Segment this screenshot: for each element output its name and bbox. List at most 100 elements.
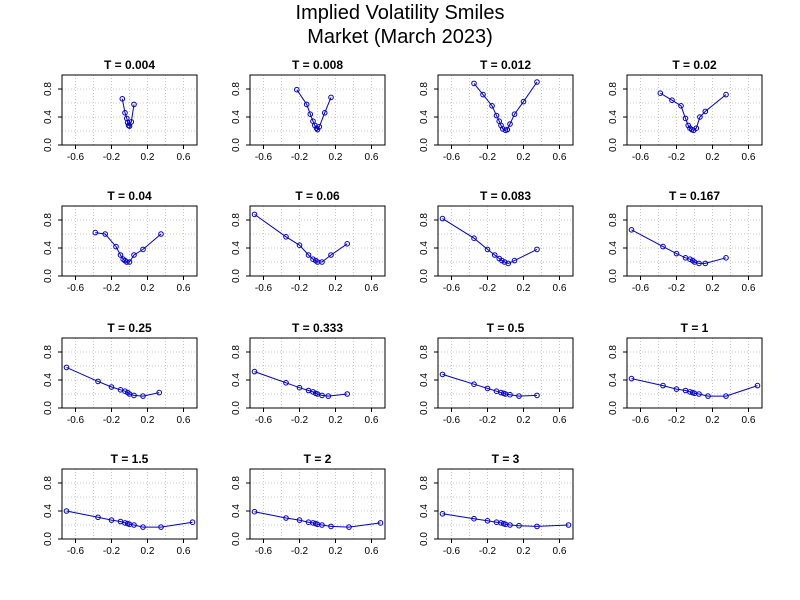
smile-panel: T = 0.083 -0.6 -0.2 0.2 0.6 0.0 0.4 0.8 — [419, 189, 574, 294]
y-tick-label: 0.4 — [231, 241, 242, 255]
smile-point — [534, 246, 540, 253]
x-tick-label: -0.2 — [668, 283, 686, 294]
x-tick-label: 0.2 — [517, 546, 531, 557]
smile-point — [102, 231, 108, 237]
smile-point — [122, 110, 128, 116]
x-tick-label: -0.6 — [443, 283, 461, 294]
panel-title: T = 0.008 — [292, 58, 343, 72]
smile-point — [140, 393, 146, 399]
smile-point — [296, 384, 303, 391]
smile-point — [316, 124, 323, 130]
y-tick-label: 0.0 — [419, 138, 430, 152]
smile-panel: T = 0.012 -0.6 -0.2 0.2 0.6 0.0 0.4 0.8 — [419, 58, 574, 163]
smile-point — [480, 91, 486, 98]
smile-point — [319, 522, 325, 528]
panel-title: T = 0.012 — [480, 58, 531, 72]
y-tick-label: 0.4 — [419, 373, 430, 387]
smile-point — [516, 522, 522, 529]
y-tick-label: 0.8 — [419, 213, 430, 227]
y-tick-label: 0.0 — [419, 269, 430, 283]
x-tick-label: 0.6 — [177, 152, 191, 163]
smile-point — [328, 94, 334, 101]
smile-panel: T = 2 -0.6 -0.2 0.2 0.6 0.0 0.4 0.8 — [231, 452, 386, 557]
smile-point — [310, 389, 316, 395]
smile-point — [63, 364, 70, 371]
chart-title: Implied Volatility Smiles — [295, 2, 505, 24]
smile-point — [471, 235, 477, 241]
smile-line — [442, 218, 538, 264]
panel-title: T = 1.5 — [111, 452, 149, 466]
x-tick-label: -0.6 — [443, 415, 461, 426]
smile-point — [673, 250, 680, 257]
smile-point — [511, 111, 518, 117]
panel-frame — [61, 468, 198, 540]
smile-line — [442, 373, 538, 397]
smile-point — [439, 215, 446, 222]
smile-point — [723, 393, 729, 399]
y-tick-label: 0.8 — [419, 345, 430, 359]
panel-frame — [626, 337, 763, 409]
x-tick-label: -0.6 — [255, 283, 273, 294]
smile-point — [697, 114, 703, 120]
smile-point — [303, 101, 310, 108]
x-tick-label: 0.6 — [553, 546, 567, 557]
smile-point — [507, 121, 513, 127]
smile-point — [660, 243, 666, 250]
smile-point — [696, 260, 702, 267]
smile-panel: T = 1 -0.6 -0.2 0.2 0.6 0.0 0.4 0.8 — [608, 321, 763, 426]
panel-frame — [437, 74, 574, 146]
x-tick-label: 0.6 — [553, 283, 567, 294]
smile-point — [660, 382, 666, 389]
y-tick-label: 0.0 — [43, 532, 54, 546]
smile-panel: T = 0.02 -0.6 -0.2 0.2 0.6 0.0 0.4 0.8 — [608, 58, 763, 163]
smile-point — [344, 241, 351, 247]
x-tick-label: -0.2 — [479, 546, 497, 557]
x-tick-label: 0.2 — [141, 283, 155, 294]
smile-point — [344, 391, 351, 397]
y-tick-label: 0.8 — [43, 476, 54, 490]
y-tick-label: 0.4 — [608, 241, 619, 255]
smile-point — [117, 252, 124, 258]
y-tick-label: 0.8 — [231, 82, 242, 96]
panel-frame — [61, 205, 198, 277]
y-tick-label: 0.8 — [43, 213, 54, 227]
panel-title: T = 0.04 — [107, 189, 152, 203]
x-tick-label: -0.6 — [67, 546, 85, 557]
smile-point — [124, 259, 130, 265]
y-tick-label: 0.0 — [231, 401, 242, 415]
smile-point — [63, 508, 70, 514]
smile-point — [534, 392, 540, 399]
panel-frame — [249, 205, 386, 277]
y-tick-label: 0.4 — [43, 241, 54, 255]
x-tick-label: 0.2 — [141, 152, 155, 163]
smile-point — [113, 243, 119, 250]
x-tick-label: 0.6 — [742, 283, 756, 294]
smile-point — [158, 524, 164, 530]
x-tick-label: -0.2 — [103, 283, 121, 294]
smile-point — [471, 80, 477, 87]
smile-line — [296, 89, 332, 131]
smile-point — [321, 110, 328, 116]
panel-frame — [626, 205, 763, 277]
x-tick-label: 0.2 — [329, 283, 343, 294]
smile-point — [108, 384, 115, 390]
panel-title: T = 3 — [492, 452, 520, 466]
x-tick-label: -0.2 — [291, 415, 309, 426]
y-tick-label: 0.4 — [419, 504, 430, 518]
smile-point — [439, 511, 446, 517]
x-tick-label: -0.2 — [291, 283, 309, 294]
y-tick-label: 0.4 — [43, 110, 54, 124]
smile-point — [158, 231, 164, 237]
smile-point — [296, 242, 303, 248]
smile-point — [119, 96, 126, 102]
x-tick-label: -0.2 — [291, 546, 309, 557]
smile-point — [723, 254, 729, 261]
smile-point — [319, 259, 325, 265]
smile-point — [140, 524, 146, 530]
smile-line — [95, 232, 162, 263]
smile-point — [669, 97, 675, 103]
x-tick-label: -0.6 — [443, 546, 461, 557]
x-tick-label: 0.6 — [365, 546, 379, 557]
smile-panel: T = 3 -0.6 -0.2 0.2 0.6 0.0 0.4 0.8 — [419, 452, 574, 557]
x-tick-label: 0.2 — [329, 152, 343, 163]
